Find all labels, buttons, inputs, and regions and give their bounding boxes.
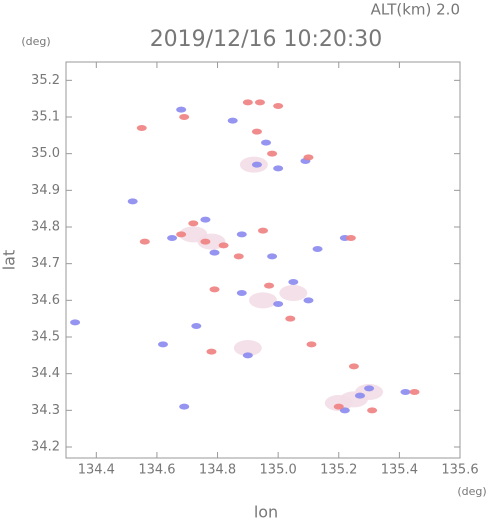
echo-patch <box>251 128 262 135</box>
x-axis-label: lon <box>254 503 278 521</box>
echo-patch <box>273 301 284 307</box>
y-unit: (deg) <box>21 35 50 48</box>
echo-patch <box>206 348 217 355</box>
y-tick-label: 34.3 <box>31 403 60 418</box>
echo-patch <box>303 154 314 161</box>
echo-patch <box>136 125 147 131</box>
echo-patch <box>400 389 411 395</box>
plot-frame <box>65 61 461 459</box>
echo-patch <box>261 139 272 146</box>
y-tick-label: 34.9 <box>31 183 60 198</box>
x-tick-label: 135.0 <box>260 463 297 478</box>
echo-patch <box>324 395 353 411</box>
echo-patch <box>233 253 244 260</box>
echo-patch <box>127 198 138 205</box>
echo-patch <box>267 150 278 157</box>
echo-patch <box>233 340 262 356</box>
echo-patch <box>364 385 375 392</box>
echo-patch <box>409 389 420 395</box>
x-tick-label: 134.8 <box>199 463 236 478</box>
echo-patch <box>303 297 314 304</box>
echo-patch <box>273 103 284 109</box>
echo-patch <box>176 231 187 238</box>
echo-patch <box>200 216 211 223</box>
echo-patch <box>209 286 220 293</box>
echo-patch <box>242 99 253 106</box>
echo-patch <box>288 279 299 285</box>
echo-patch <box>312 246 323 252</box>
echo-patch <box>306 341 317 348</box>
x-unit: (deg) <box>457 485 486 498</box>
y-tick-label: 35.1 <box>31 110 60 125</box>
altitude-label: ALT(km) 2.0 <box>371 1 460 19</box>
echo-patch <box>249 292 277 309</box>
x-tick-label: 135.2 <box>320 463 357 478</box>
y-tick-label: 34.5 <box>31 330 60 345</box>
echo-patch <box>273 165 284 172</box>
x-tick-label: 134.4 <box>78 463 115 478</box>
echo-patch <box>254 99 265 106</box>
echo-patch <box>191 323 202 329</box>
y-tick-label: 34.6 <box>31 293 60 308</box>
echo-patch <box>367 407 378 414</box>
echo-patch <box>354 392 365 399</box>
x-tick-label: 135.6 <box>441 463 478 478</box>
echo-patch <box>179 403 190 410</box>
echo-patch <box>218 242 229 249</box>
echo-patch <box>167 235 178 241</box>
chart-title: 2019/12/16 10:20:30 <box>150 27 383 52</box>
echo-patch <box>179 226 208 243</box>
echo-patch <box>179 114 190 120</box>
x-tick-label: 134.6 <box>138 463 175 478</box>
y-tick-label: 35.2 <box>31 73 60 88</box>
y-tick-label: 34.7 <box>31 256 60 271</box>
echo-patch <box>348 363 359 370</box>
y-tick-label: 34.4 <box>31 366 60 381</box>
echo-patch <box>176 106 187 113</box>
y-tick-label: 35.0 <box>31 146 60 161</box>
x-tick-label: 135.4 <box>381 463 418 478</box>
echo-patch <box>242 352 253 359</box>
echo-patch <box>139 238 150 245</box>
y-tick-label: 34.2 <box>31 440 60 455</box>
echo-patch <box>236 290 247 296</box>
echo-patch <box>279 285 308 301</box>
echo-patch <box>200 238 211 245</box>
y-tick-label: 34.8 <box>31 220 60 235</box>
echo-patch <box>209 249 220 256</box>
echo-patch <box>333 403 344 410</box>
echo-patch <box>267 253 278 260</box>
echo-patch <box>264 282 275 289</box>
echo-patch <box>258 227 268 234</box>
echo-patch <box>227 117 238 124</box>
echo-patch <box>157 341 168 348</box>
echo-patch <box>339 407 350 414</box>
echo-patch <box>285 315 296 322</box>
echo-patch <box>251 161 262 168</box>
echo-patch <box>236 231 247 238</box>
echo-patch <box>70 319 81 326</box>
echo-patch <box>345 235 356 241</box>
echo-patch <box>188 220 199 227</box>
y-axis-label: lat <box>0 250 19 271</box>
